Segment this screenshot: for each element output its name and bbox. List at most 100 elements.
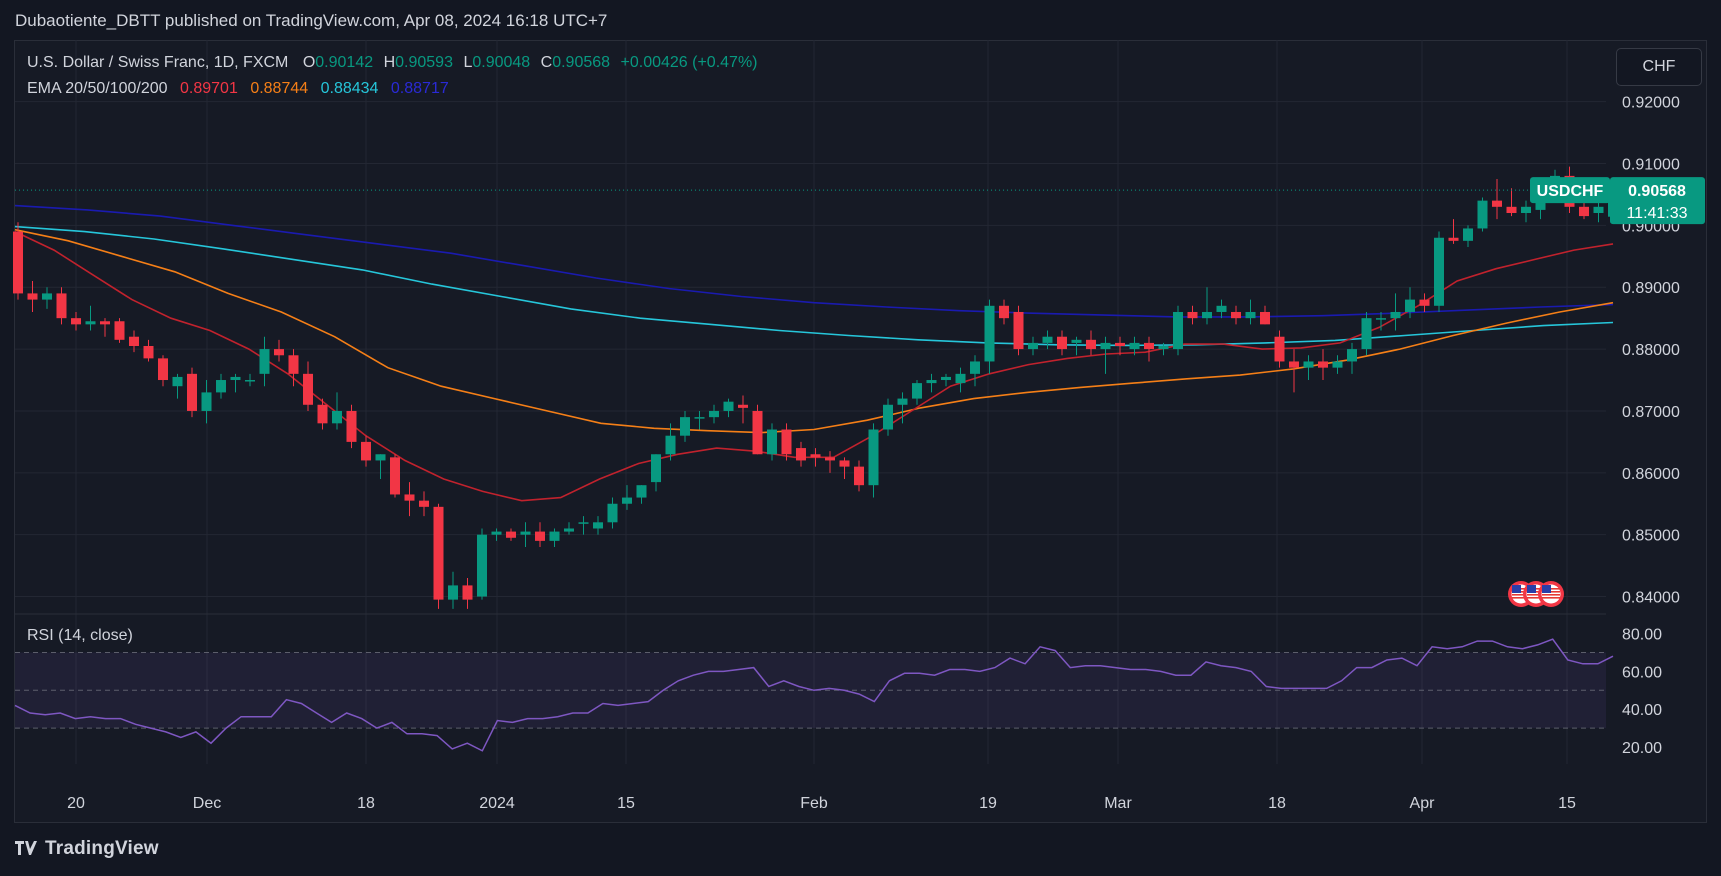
candle [810, 448, 821, 467]
us-flag-event-icon[interactable] [1538, 581, 1564, 607]
candle [1303, 355, 1314, 381]
candle [680, 410, 690, 442]
candle-body [448, 585, 458, 600]
candle-body [216, 380, 226, 393]
candle-body [1434, 237, 1444, 306]
candle-body [303, 373, 313, 405]
candle [1492, 178, 1502, 220]
candle-body [1448, 237, 1459, 241]
price-tick-label: 0.89000 [1622, 280, 1680, 297]
candle [912, 380, 922, 405]
candle-body [752, 410, 763, 455]
open-label: O [302, 54, 316, 71]
candle-body [1506, 206, 1517, 213]
ema-legend[interactable]: EMA 20/50/100/200 0.89701 0.88744 0.8843… [27, 80, 449, 98]
symbol-tag-text: USDCHF [1537, 183, 1604, 200]
candle [897, 392, 908, 424]
candle-body [129, 336, 139, 346]
candle [578, 516, 589, 535]
candle-body [636, 485, 647, 498]
time-tick-label: Dec [193, 795, 221, 812]
candle [1419, 293, 1430, 312]
axes: 0.920000.910000.900000.890000.880000.870… [67, 95, 1680, 812]
candle [448, 571, 458, 609]
rsi-tick-label: 80.00 [1622, 627, 1662, 644]
price-tick-label: 0.88000 [1622, 342, 1680, 359]
low-value: 0.90048 [472, 54, 531, 71]
candle [1506, 188, 1517, 217]
candle [1274, 330, 1285, 368]
candle-body [970, 361, 980, 374]
candle [549, 528, 560, 548]
candle-body [1274, 336, 1285, 362]
candle-body [883, 404, 893, 430]
candle [854, 460, 864, 492]
candle-body [1115, 342, 1125, 346]
candle-body [578, 522, 589, 524]
close-label: C [540, 54, 553, 71]
candle [694, 410, 705, 430]
candle-body [1463, 228, 1473, 241]
candle-body [912, 383, 922, 399]
candle-body [245, 380, 255, 382]
candle [143, 339, 154, 362]
rsi-tick-label: 60.00 [1622, 664, 1662, 681]
candle [187, 367, 197, 418]
candle [1013, 305, 1024, 356]
candle-body [1332, 361, 1343, 368]
candle-body [723, 401, 734, 411]
candle-body [1376, 318, 1386, 320]
candle [1376, 311, 1386, 331]
candle [825, 451, 835, 473]
candle-body [100, 321, 110, 325]
candle-body [926, 380, 937, 384]
candle [1086, 330, 1096, 356]
price-tag-value: 0.90568 [1628, 183, 1686, 200]
candle [1144, 336, 1154, 362]
candle [42, 287, 52, 309]
candle [1390, 293, 1401, 331]
candle-body [56, 293, 67, 319]
chart-frame[interactable] [14, 40, 1707, 823]
candle-body [390, 457, 400, 495]
candle-body [1245, 311, 1256, 319]
candle [346, 404, 357, 449]
candle [796, 441, 806, 467]
candle-body [680, 417, 690, 436]
ohlc-legend: U.S. Dollar / Swiss Franc, 1D, FXCM O0.9… [27, 54, 758, 72]
candle-body [984, 305, 995, 362]
candle [1289, 349, 1299, 393]
candle-body [433, 506, 444, 600]
candle-body [622, 497, 632, 504]
candle [535, 522, 545, 548]
candle [1260, 305, 1270, 325]
candle-body [1593, 206, 1604, 213]
candle-body [810, 454, 821, 458]
candle [1100, 336, 1111, 374]
tradingview-brand[interactable]: TradingView [15, 838, 159, 860]
flag-stripe [1527, 597, 1545, 599]
candle [767, 423, 777, 461]
candle-body [1013, 311, 1024, 350]
time-tick-label: 2024 [479, 795, 515, 812]
candle [1057, 330, 1067, 356]
candle [332, 392, 342, 430]
price-tick-label: 0.87000 [1622, 404, 1680, 421]
candle [114, 318, 125, 343]
candle-body [1216, 305, 1227, 312]
candle [970, 355, 980, 387]
currency-button[interactable]: CHF [1616, 48, 1702, 86]
candle-body [897, 398, 908, 405]
candle [216, 373, 226, 399]
candle [201, 380, 212, 424]
candle [955, 367, 966, 393]
candle-body [1318, 361, 1328, 368]
candle-body [375, 454, 386, 461]
ema200-value: 0.88717 [390, 80, 449, 97]
candle-body [781, 429, 792, 455]
close-value: 0.90568 [552, 54, 611, 71]
rsi-legend[interactable]: RSI (14, close) [27, 627, 133, 645]
candle [1129, 336, 1140, 356]
candle [1158, 342, 1169, 356]
